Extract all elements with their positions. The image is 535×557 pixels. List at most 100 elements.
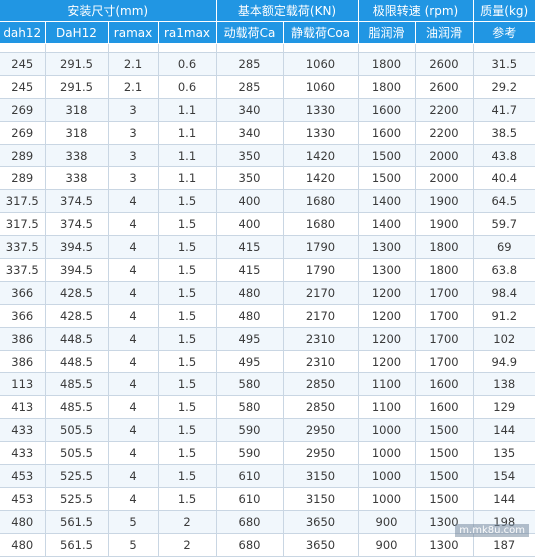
cell-dah12: 413 xyxy=(0,395,46,420)
cell-dah12: 317.5 xyxy=(0,212,46,237)
cell-coa: 1680 xyxy=(283,189,359,214)
cell-oil: 2200 xyxy=(415,121,474,145)
cell-coa: 1060 xyxy=(283,52,359,76)
cell-coa: 2950 xyxy=(283,418,359,443)
cell-dah12: 337.5 xyxy=(0,235,46,260)
cell-dah12: 269 xyxy=(0,121,46,145)
col-ra1max: ra1max xyxy=(158,21,217,44)
cell-ca: 610 xyxy=(216,464,284,488)
cell-ra1max: 1.5 xyxy=(158,212,217,237)
cell-ramax: 4 xyxy=(108,350,159,374)
header-group-row: 安装尺寸(mm) 基本额定载荷(KN) 极限转速 (rpm) 质量(kg) xyxy=(0,0,535,22)
cell-ra1max: 1.5 xyxy=(158,189,217,214)
cell-ra1max: 1.1 xyxy=(158,98,217,122)
cell-grease: 1100 xyxy=(358,372,416,397)
col-dah12: dah12 xyxy=(0,21,46,44)
cell-DaH12: 505.5 xyxy=(45,441,109,466)
cell-ramax: 3 xyxy=(108,121,159,145)
cell-ra1max: 1.5 xyxy=(158,327,217,351)
cell-dah12: 366 xyxy=(0,304,46,328)
cell-dah12: 269 xyxy=(0,98,46,122)
cell-mass: 144 xyxy=(473,418,535,443)
cell-ca: 415 xyxy=(216,258,284,282)
cell-DaH12: 374.5 xyxy=(45,212,109,237)
table-row: 386 448.5 4 1.5 495 2310 1200 1700 102 xyxy=(0,327,535,351)
cell-DaH12: 561.5 xyxy=(45,510,109,534)
cell-coa: 3650 xyxy=(283,533,359,557)
cell-oil: 2200 xyxy=(415,98,474,122)
cell-oil: 1600 xyxy=(415,395,474,420)
cell-dah12: 289 xyxy=(0,166,46,191)
cell-ca: 680 xyxy=(216,510,284,534)
cell-dah12: 433 xyxy=(0,441,46,466)
cell-ra1max: 1.5 xyxy=(158,281,217,305)
cell-ramax: 2.1 xyxy=(108,75,159,99)
cell-grease: 1200 xyxy=(358,281,416,305)
cell-ca: 495 xyxy=(216,350,284,374)
header-install-dimensions: 安装尺寸(mm) xyxy=(0,0,217,22)
cell-mass: 69 xyxy=(473,235,535,260)
cell-grease: 900 xyxy=(358,510,416,534)
cell-ca: 480 xyxy=(216,281,284,305)
cell-coa: 3150 xyxy=(283,464,359,488)
cell-coa: 2170 xyxy=(283,281,359,305)
cell-grease: 1100 xyxy=(358,395,416,420)
cell-ra1max: 1.5 xyxy=(158,395,217,420)
table-row: 366 428.5 4 1.5 480 2170 1200 1700 91.2 xyxy=(0,304,535,328)
cell-dah12: 480 xyxy=(0,533,46,557)
cell-ca: 680 xyxy=(216,533,284,557)
cell-dah12: 366 xyxy=(0,281,46,305)
cell-mass: 63.8 xyxy=(473,258,535,282)
cell-grease: 1400 xyxy=(358,212,416,237)
cell-ramax: 4 xyxy=(108,464,159,488)
cell-DaH12: 505.5 xyxy=(45,418,109,443)
cell-DaH12: 394.5 xyxy=(45,235,109,260)
table-row: 113 485.5 4 1.5 580 2850 1100 1600 138 xyxy=(0,372,535,397)
cell-coa: 2310 xyxy=(283,350,359,374)
cell-ca: 590 xyxy=(216,441,284,466)
cell-coa: 1330 xyxy=(283,98,359,122)
cell-ra1max: 1.5 xyxy=(158,464,217,488)
table-row: 317.5 374.5 4 1.5 400 1680 1400 1900 64.5 xyxy=(0,189,535,214)
cell-ra1max: 1.5 xyxy=(158,441,217,466)
cell-ra1max: 1.1 xyxy=(158,144,217,168)
cell-ramax: 4 xyxy=(108,395,159,420)
cell-oil: 1600 xyxy=(415,372,474,397)
cell-oil: 1500 xyxy=(415,418,474,443)
cell-DaH12: 525.5 xyxy=(45,464,109,488)
col-static-load: 静载荷Coa xyxy=(283,21,359,44)
cell-coa: 1420 xyxy=(283,144,359,168)
cell-ra1max: 1.5 xyxy=(158,350,217,374)
cell-DaH12: 318 xyxy=(45,98,109,122)
cell-dah12: 245 xyxy=(0,75,46,99)
cell-mass: 94.9 xyxy=(473,350,535,374)
col-grease-lubrication: 脂润滑 xyxy=(358,21,416,44)
cell-oil: 1900 xyxy=(415,212,474,237)
table-row: 337.5 394.5 4 1.5 415 1790 1300 1800 63.8 xyxy=(0,258,535,282)
cell-ca: 350 xyxy=(216,144,284,168)
cell-ca: 340 xyxy=(216,98,284,122)
cell-dah12: 113 xyxy=(0,372,46,397)
cell-coa: 3150 xyxy=(283,487,359,511)
cell-oil: 2600 xyxy=(415,52,474,76)
cell-oil: 2600 xyxy=(415,75,474,99)
cell-ramax: 5 xyxy=(108,510,159,534)
cell-coa: 1790 xyxy=(283,235,359,260)
cell-ra1max: 1.5 xyxy=(158,418,217,443)
cell-ca: 590 xyxy=(216,418,284,443)
cell-coa: 2950 xyxy=(283,441,359,466)
cell-grease: 1000 xyxy=(358,464,416,488)
cell-grease: 1200 xyxy=(358,327,416,351)
cell-ca: 400 xyxy=(216,189,284,214)
cell-grease: 1300 xyxy=(358,235,416,260)
cell-oil: 1900 xyxy=(415,189,474,214)
cell-ca: 340 xyxy=(216,121,284,145)
cell-coa: 2170 xyxy=(283,304,359,328)
cell-grease: 1400 xyxy=(358,189,416,214)
cell-ramax: 4 xyxy=(108,304,159,328)
cell-mass: 98.4 xyxy=(473,281,535,305)
header-mass: 质量(kg) xyxy=(473,0,535,22)
cell-grease: 1300 xyxy=(358,258,416,282)
cell-grease: 1500 xyxy=(358,166,416,191)
cell-oil: 1700 xyxy=(415,327,474,351)
